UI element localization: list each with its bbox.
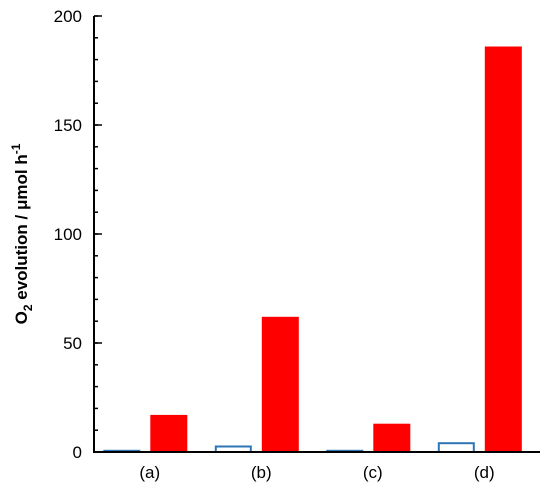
y-tick-label: 150 — [54, 116, 82, 135]
bar-series1-3 — [437, 442, 475, 454]
axes-layer — [93, 16, 540, 453]
x-category-label: (c) — [363, 463, 383, 482]
ticks-layer: 0 50 100 150 200 (a) (b) (c) (d) — [54, 7, 495, 482]
bar-series2-0 — [150, 414, 188, 452]
y-axis-title-superscript: -1 — [9, 143, 23, 154]
y-tick-label: 200 — [54, 7, 82, 26]
svg-text:O2 evolution / μmol h-1: O2 evolution / μmol h-1 — [9, 143, 35, 324]
x-category-label: (b) — [251, 463, 272, 482]
y-axis-title-prefix: O — [12, 311, 31, 324]
y-axis-title-subscript: 2 — [21, 304, 35, 311]
y-tick-label: 100 — [54, 225, 82, 244]
bar-series2-3 — [484, 46, 522, 452]
bar-series2-2 — [373, 423, 411, 452]
y-axis-title-middle: evolution / μmol h — [12, 154, 31, 304]
y-tick-label: 50 — [63, 334, 82, 353]
bars-layer — [103, 46, 522, 454]
y-axis-title: O2 evolution / μmol h-1 — [9, 143, 35, 324]
x-category-label: (a) — [139, 463, 160, 482]
bar-series2-1 — [261, 316, 299, 452]
x-category-label: (d) — [474, 463, 495, 482]
y-tick-label: 0 — [73, 443, 82, 462]
